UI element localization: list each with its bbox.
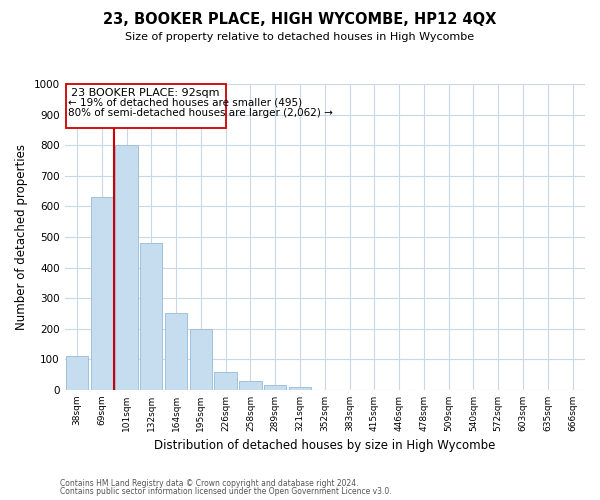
Y-axis label: Number of detached properties: Number of detached properties: [15, 144, 28, 330]
Text: Contains public sector information licensed under the Open Government Licence v3: Contains public sector information licen…: [60, 487, 392, 496]
FancyBboxPatch shape: [66, 84, 226, 128]
Text: 23, BOOKER PLACE, HIGH WYCOMBE, HP12 4QX: 23, BOOKER PLACE, HIGH WYCOMBE, HP12 4QX: [103, 12, 497, 28]
Text: 80% of semi-detached houses are larger (2,062) →: 80% of semi-detached houses are larger (…: [68, 108, 333, 118]
Bar: [264, 386, 286, 390]
Bar: [214, 372, 237, 390]
Text: ← 19% of detached houses are smaller (495): ← 19% of detached houses are smaller (49…: [68, 98, 302, 108]
Bar: [140, 243, 163, 390]
Bar: [91, 197, 113, 390]
Bar: [165, 314, 187, 390]
Text: 23 BOOKER PLACE: 92sqm: 23 BOOKER PLACE: 92sqm: [71, 88, 220, 98]
Text: Contains HM Land Registry data © Crown copyright and database right 2024.: Contains HM Land Registry data © Crown c…: [60, 478, 359, 488]
Bar: [190, 328, 212, 390]
Bar: [289, 387, 311, 390]
Bar: [115, 145, 137, 390]
Bar: [66, 356, 88, 390]
Text: Size of property relative to detached houses in High Wycombe: Size of property relative to detached ho…: [125, 32, 475, 42]
X-axis label: Distribution of detached houses by size in High Wycombe: Distribution of detached houses by size …: [154, 440, 496, 452]
Bar: [239, 381, 262, 390]
